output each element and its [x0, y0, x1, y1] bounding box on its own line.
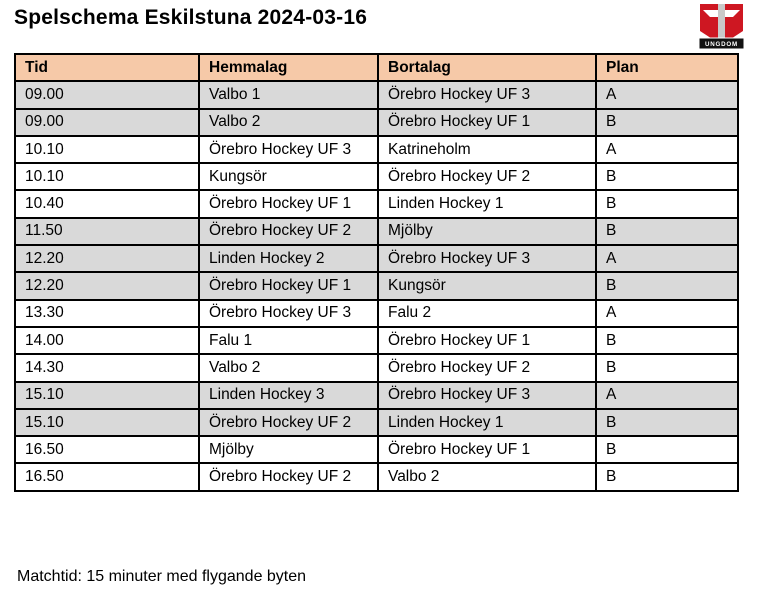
- cell-hemmalag: Linden Hockey 3: [198, 380, 379, 410]
- cell-tid: 12.20: [14, 271, 200, 301]
- table-row: 16.50 Mjölby Örebro Hockey UF 1 B: [14, 435, 739, 465]
- cell-hemmalag: Valbo 1: [198, 80, 379, 110]
- cell-plan: B: [595, 435, 739, 465]
- cell-plan: A: [595, 80, 739, 110]
- cell-hemmalag: Valbo 2: [198, 353, 379, 383]
- cell-bortalag: Linden Hockey 1: [377, 407, 597, 438]
- cell-plan: B: [595, 271, 739, 301]
- table-row: 14.00 Falu 1 Örebro Hockey UF 1 B: [14, 325, 739, 356]
- cell-bortalag: Mjölby: [377, 216, 597, 247]
- col-header-bortalag: Bortalag: [377, 52, 597, 83]
- table-row: 12.20 Örebro Hockey UF 1 Kungsör B: [14, 271, 739, 301]
- cell-hemmalag: Örebro Hockey UF 2: [198, 462, 379, 492]
- cell-plan: A: [595, 380, 739, 410]
- cell-plan: B: [595, 107, 739, 137]
- cell-plan: B: [595, 162, 739, 192]
- cell-hemmalag: Örebro Hockey UF 1: [198, 271, 379, 301]
- cell-hemmalag: Örebro Hockey UF 2: [198, 407, 379, 438]
- col-header-plan: Plan: [595, 52, 739, 83]
- cell-bortalag: Katrineholm: [377, 134, 597, 165]
- cell-hemmalag: Kungsör: [198, 162, 379, 192]
- cell-bortalag: Örebro Hockey UF 3: [377, 380, 597, 410]
- cell-tid: 12.20: [14, 244, 200, 274]
- cell-hemmalag: Mjölby: [198, 435, 379, 465]
- match-duration-note: Matchtid: 15 minuter med flygande byten: [17, 568, 307, 585]
- cell-tid: 15.10: [14, 407, 200, 438]
- cell-bortalag: Linden Hockey 1: [377, 189, 597, 219]
- col-header-tid: Tid: [14, 52, 200, 83]
- cell-tid: 09.00: [14, 107, 200, 137]
- table-row: 10.10 Kungsör Örebro Hockey UF 2 B: [14, 162, 739, 192]
- cell-tid: 10.40: [14, 189, 200, 219]
- cell-tid: 11.50: [14, 216, 200, 247]
- cell-hemmalag: Valbo 2: [198, 107, 379, 137]
- cell-plan: B: [595, 325, 739, 356]
- table-row: 10.10 Örebro Hockey UF 3 Katrineholm A: [14, 134, 739, 165]
- page-title: Spelschema Eskilstuna 2024-03-16: [14, 6, 368, 29]
- cell-plan: B: [595, 462, 739, 492]
- cell-bortalag: Örebro Hockey UF 2: [377, 162, 597, 192]
- cell-hemmalag: Linden Hockey 2: [198, 244, 379, 274]
- cell-bortalag: Örebro Hockey UF 3: [377, 80, 597, 110]
- table-row: 09.00 Valbo 1 Örebro Hockey UF 3 A: [14, 80, 739, 110]
- table-row: 09.00 Valbo 2 Örebro Hockey UF 1 B: [14, 107, 739, 137]
- cell-tid: 14.30: [14, 353, 200, 383]
- cell-tid: 16.50: [14, 435, 200, 465]
- club-crest-logo: UNGDOM: [699, 3, 744, 50]
- crest-banner-text: UNGDOM: [705, 41, 738, 48]
- cell-tid: 14.00: [14, 325, 200, 356]
- cell-plan: A: [595, 298, 739, 328]
- table-row: 11.50 Örebro Hockey UF 2 Mjölby B: [14, 216, 739, 247]
- table-row: 14.30 Valbo 2 Örebro Hockey UF 2 B: [14, 353, 739, 383]
- table-row: 15.10 Örebro Hockey UF 2 Linden Hockey 1…: [14, 407, 739, 438]
- cell-bortalag: Falu 2: [377, 298, 597, 328]
- cell-tid: 10.10: [14, 162, 200, 192]
- col-header-hemmalag: Hemmalag: [198, 52, 379, 83]
- header-row: Tid Hemmalag Bortalag Plan: [14, 52, 739, 83]
- cell-hemmalag: Örebro Hockey UF 1: [198, 189, 379, 219]
- cell-hemmalag: Örebro Hockey UF 3: [198, 298, 379, 328]
- cell-tid: 16.50: [14, 462, 200, 492]
- cell-bortalag: Örebro Hockey UF 1: [377, 435, 597, 465]
- cell-hemmalag: Örebro Hockey UF 2: [198, 216, 379, 247]
- table-row: 16.50 Örebro Hockey UF 2 Valbo 2 B: [14, 462, 739, 492]
- cell-tid: 10.10: [14, 134, 200, 165]
- schedule-table: Tid Hemmalag Bortalag Plan 09.00 Valbo 1…: [14, 52, 739, 492]
- table-row: 12.20 Linden Hockey 2 Örebro Hockey UF 3…: [14, 244, 739, 274]
- cell-hemmalag: Falu 1: [198, 325, 379, 356]
- cell-bortalag: Örebro Hockey UF 2: [377, 353, 597, 383]
- club-crest-icon: UNGDOM: [699, 4, 744, 50]
- cell-plan: B: [595, 216, 739, 247]
- cell-plan: B: [595, 407, 739, 438]
- cell-bortalag: Valbo 2: [377, 462, 597, 492]
- cell-tid: 13.30: [14, 298, 200, 328]
- cell-bortalag: Örebro Hockey UF 1: [377, 107, 597, 137]
- cell-plan: A: [595, 244, 739, 274]
- cell-plan: A: [595, 134, 739, 165]
- cell-plan: B: [595, 189, 739, 219]
- cell-bortalag: Kungsör: [377, 271, 597, 301]
- cell-bortalag: Örebro Hockey UF 1: [377, 325, 597, 356]
- table-row: 15.10 Linden Hockey 3 Örebro Hockey UF 3…: [14, 380, 739, 410]
- cell-tid: 09.00: [14, 80, 200, 110]
- cell-plan: B: [595, 353, 739, 383]
- cell-hemmalag: Örebro Hockey UF 3: [198, 134, 379, 165]
- table-row: 13.30 Örebro Hockey UF 3 Falu 2 A: [14, 298, 739, 328]
- cell-tid: 15.10: [14, 380, 200, 410]
- cell-bortalag: Örebro Hockey UF 3: [377, 244, 597, 274]
- table-row: 10.40 Örebro Hockey UF 1 Linden Hockey 1…: [14, 189, 739, 219]
